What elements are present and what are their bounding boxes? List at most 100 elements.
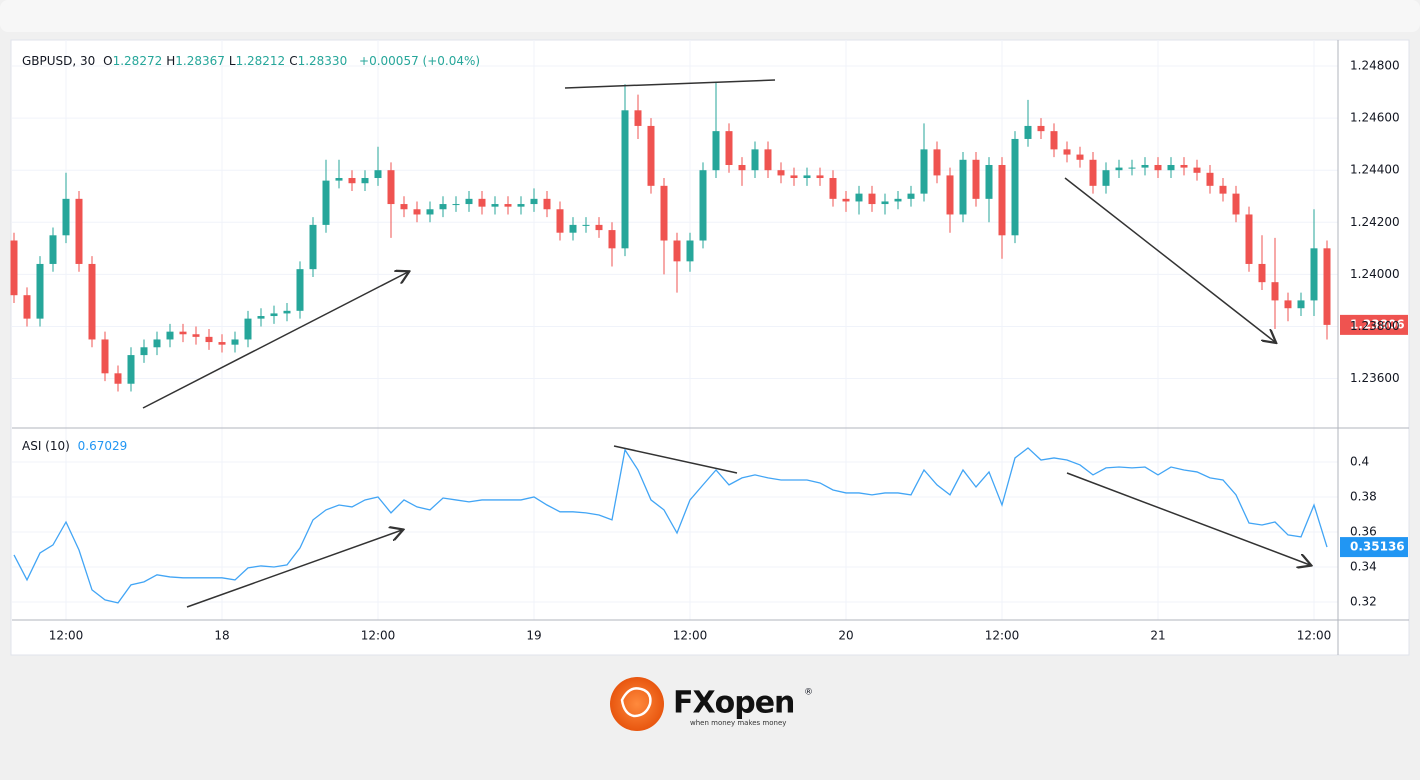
- candle-body: [400, 204, 408, 210]
- candle-body: [1011, 138, 1019, 236]
- candle-body: [1284, 300, 1292, 309]
- candle-body: [1141, 164, 1149, 168]
- trend-lines: [142, 79, 1310, 608]
- candle-body: [803, 175, 811, 179]
- candle-body: [764, 149, 772, 171]
- readout-value: 1.28212: [235, 54, 286, 68]
- candle-body: [205, 336, 213, 343]
- candle-body: [75, 198, 83, 264]
- candle-body: [673, 240, 681, 262]
- candle-body: [595, 224, 603, 231]
- readout-value: 1.28367: [175, 54, 225, 68]
- candle-body: [140, 347, 148, 356]
- candle-body: [738, 164, 746, 171]
- candle-body: [62, 198, 70, 236]
- candle-body: [413, 209, 421, 215]
- price-legend: GBPUSD, 30 O1.28272 H1.28367 L1.28212 C1.28…: [22, 54, 484, 68]
- candle-body: [1167, 164, 1175, 171]
- candle-body: [1102, 170, 1110, 186]
- candle-body: [998, 164, 1006, 236]
- trend-line: [564, 79, 776, 89]
- candle-body: [751, 149, 759, 171]
- readout-value: 1.28330: [297, 54, 348, 68]
- candle-body: [10, 240, 18, 296]
- y-tick-label: 1.24800: [1350, 59, 1400, 73]
- candle-body: [309, 224, 317, 270]
- trend-arrow: [186, 530, 402, 608]
- y-tick-label: 0.4: [1350, 454, 1369, 468]
- tagline: when money makes money: [690, 719, 786, 727]
- symbol: GBPUSD, 30: [22, 54, 96, 68]
- candle-body: [556, 209, 564, 233]
- candle-body: [530, 198, 538, 205]
- candle-body: [1271, 282, 1279, 301]
- candle-body: [101, 339, 109, 374]
- candle-body: [1076, 154, 1084, 160]
- candle-body: [634, 110, 642, 126]
- candle-body: [1193, 167, 1201, 173]
- indicator-name: ASI (10): [22, 439, 70, 453]
- candle-body: [439, 204, 447, 210]
- x-tick-label: 19: [526, 629, 541, 643]
- candle-body: [725, 131, 733, 165]
- candle-body: [647, 125, 655, 186]
- candle-body: [452, 204, 460, 206]
- candle-body: [270, 313, 278, 317]
- indicator-value: 0.67029: [77, 439, 128, 453]
- brand: FXopen: [673, 686, 794, 721]
- candle-body: [491, 204, 499, 207]
- candle-body: [374, 170, 382, 179]
- candle-body: [1323, 248, 1331, 325]
- x-tick-label: 12:00: [985, 629, 1020, 643]
- candle-body: [127, 355, 135, 384]
- y-tick-label: 0.34: [1350, 559, 1377, 573]
- last-value-box: [1340, 537, 1408, 558]
- trend-line: [613, 445, 738, 474]
- candle-body: [842, 198, 850, 202]
- x-tick-label: 20: [838, 629, 853, 643]
- registered-mark: ®: [804, 688, 813, 698]
- candle-body: [933, 149, 941, 176]
- candle-body: [881, 201, 889, 205]
- candle-body: [348, 178, 356, 184]
- x-tick-label: 12:00: [1297, 629, 1332, 643]
- candle-body: [49, 235, 57, 264]
- candle-body: [283, 310, 291, 314]
- candle-body: [855, 193, 863, 202]
- candle-body: [296, 269, 304, 311]
- candle-body: [1180, 164, 1188, 168]
- candle-body: [218, 342, 226, 345]
- top-strip: [0, 0, 1420, 32]
- y-tick-label: 1.24200: [1350, 215, 1400, 229]
- candle-body: [959, 159, 967, 215]
- candle-body: [1258, 263, 1266, 283]
- y-tick-label: 1.24000: [1350, 267, 1400, 281]
- candle-body: [504, 204, 512, 207]
- candle-body: [686, 240, 694, 262]
- candle-body: [946, 175, 954, 215]
- candle-body: [816, 175, 824, 179]
- y-tick-label: 0.32: [1350, 594, 1377, 608]
- candle-body: [1037, 125, 1045, 132]
- y-tick-label: 0.38: [1350, 489, 1377, 503]
- last-price-label: 1.23806: [1350, 317, 1405, 331]
- candle-body: [231, 339, 239, 345]
- candle-body: [608, 230, 616, 249]
- candle-body: [621, 110, 629, 249]
- candle-body: [712, 131, 720, 171]
- candle-body: [790, 175, 798, 179]
- candle-body: [699, 170, 707, 241]
- candle-body: [1232, 193, 1240, 215]
- candle-body: [1219, 185, 1227, 194]
- y-tick-label: 0.36: [1350, 524, 1377, 538]
- candle-body: [153, 339, 161, 348]
- candle-body: [1206, 172, 1214, 186]
- candle-body: [777, 170, 785, 176]
- candle-body: [1089, 159, 1097, 186]
- candle-body: [1063, 149, 1071, 155]
- candle-body: [660, 185, 668, 241]
- y-tick-label: 1.23800: [1350, 319, 1400, 333]
- candle-body: [426, 209, 434, 215]
